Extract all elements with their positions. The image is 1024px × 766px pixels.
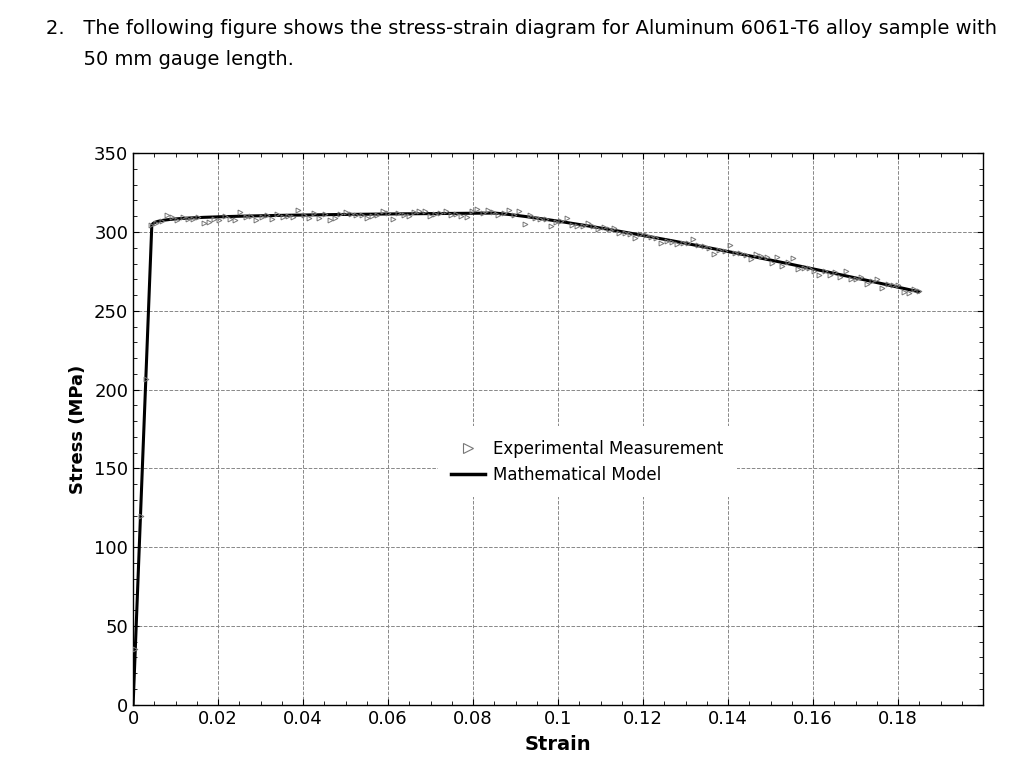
Legend: Experimental Measurement, Mathematical Model: Experimental Measurement, Mathematical M… [438, 426, 736, 497]
Text: 50 mm gauge length.: 50 mm gauge length. [46, 50, 294, 69]
Text: 2.   The following figure shows the stress-strain diagram for Aluminum 6061-T6 a: 2. The following figure shows the stress… [46, 19, 997, 38]
Y-axis label: Stress (MPa): Stress (MPa) [69, 365, 87, 493]
X-axis label: Strain: Strain [524, 735, 592, 754]
